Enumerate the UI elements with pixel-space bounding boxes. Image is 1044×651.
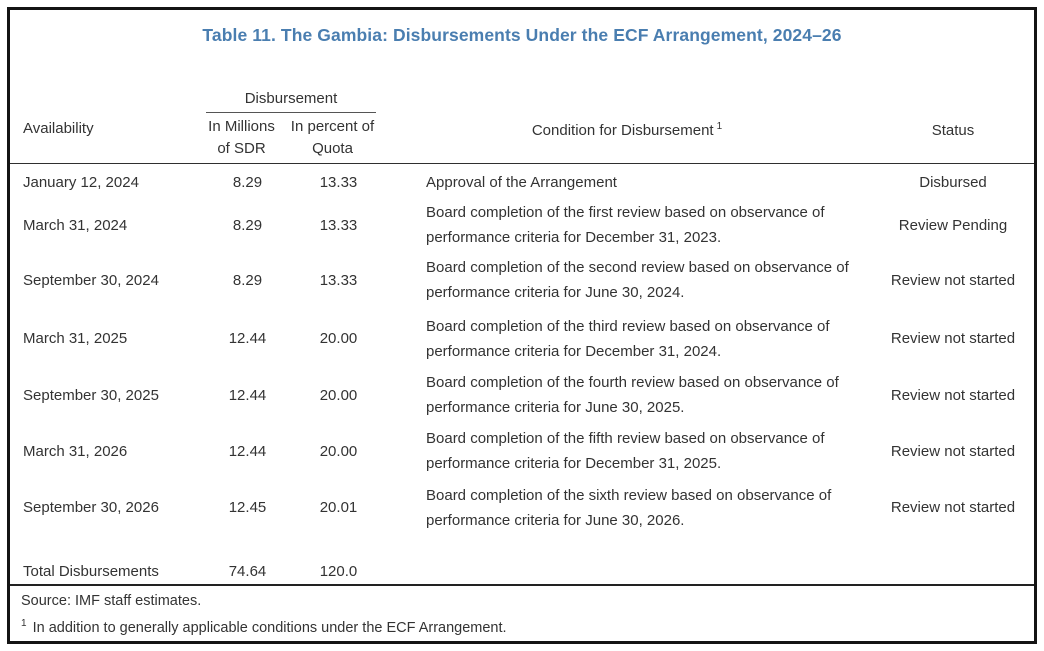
- total-quota: 120.0: [319, 562, 358, 580]
- status-cell: Review not started: [890, 386, 1016, 404]
- table-row: January 12, 2024 8.29 13.33 Approval of …: [10, 164, 1034, 200]
- footnote-text: In addition to generally applicable cond…: [32, 619, 507, 636]
- condition-text: Board completion of the fourth review ba…: [426, 374, 839, 416]
- table-footer: Source: IMF staff estimates. 1 In additi…: [10, 584, 1034, 640]
- sdr-cell: 12.44: [228, 386, 267, 404]
- header-condition: Condition for Disbursement 1: [382, 116, 872, 142]
- condition-text: Board completion of the sixth review bas…: [426, 486, 832, 529]
- condition-footnote-mark: 1: [716, 121, 723, 132]
- header-disbursement-group: Disbursement In Millions of SDR In perce…: [200, 87, 382, 160]
- header-sdr: In Millions of SDR: [194, 116, 289, 160]
- sdr-cell: 8.29: [232, 173, 263, 191]
- sdr-cell: 12.44: [228, 330, 267, 347]
- table-row: September 30, 2026 12.45 20.01 Board com…: [10, 479, 1034, 536]
- footnote-mark: 1: [21, 618, 27, 629]
- header-quota-line1: In percent of: [290, 118, 375, 135]
- total-row: Total Disbursements 74.64 120.0: [10, 558, 1034, 584]
- availability-cell: March 31, 2024: [23, 216, 128, 234]
- condition-text: Board completion of the fifth review bas…: [426, 430, 825, 472]
- sdr-cell: 12.44: [228, 442, 267, 460]
- status-cell: Review not started: [890, 442, 1016, 460]
- quota-cell: 13.33: [319, 216, 358, 234]
- availability-cell: March 31, 2025: [23, 330, 128, 347]
- disbursements-table: Availability Disbursement In Millions of…: [10, 87, 1034, 640]
- condition-text: Board completion of the second review ba…: [426, 259, 849, 301]
- condition-text: Approval of the Arrangement: [426, 173, 617, 191]
- quota-cell: 13.33: [319, 173, 358, 191]
- status-cell: Review not started: [890, 499, 1016, 516]
- header-sdr-line1: In Millions: [208, 118, 275, 135]
- table-row: March 31, 2026 12.44 20.00 Board complet…: [10, 423, 1034, 479]
- table-header-row: Availability Disbursement In Millions of…: [10, 87, 1034, 164]
- status-cell: Disbursed: [919, 173, 987, 191]
- table-outer-frame: Table 11. The Gambia: Disbursements Unde…: [7, 7, 1037, 644]
- quota-cell: 13.33: [319, 271, 358, 289]
- table-row: March 31, 2025 12.44 20.00 Board complet…: [10, 310, 1034, 367]
- availability-cell: March 31, 2026: [23, 442, 128, 460]
- availability-cell: September 30, 2026: [23, 499, 159, 516]
- status-cell: Review not started: [890, 330, 1016, 347]
- table-row: September 30, 2024 8.29 13.33 Board comp…: [10, 250, 1034, 310]
- condition-cell: Board completion of the fifth review bas…: [382, 426, 872, 476]
- condition-text: Board completion of the third review bas…: [426, 317, 830, 360]
- availability-cell: January 12, 2024: [23, 173, 139, 191]
- header-status: Status: [931, 122, 975, 139]
- header-disbursement-label: Disbursement: [206, 87, 376, 113]
- sdr-cell: 8.29: [232, 216, 263, 234]
- sdr-cell: 12.45: [228, 499, 267, 516]
- sdr-cell: 8.29: [232, 271, 263, 289]
- total-sdr: 74.64: [228, 562, 267, 580]
- header-condition-label: Condition for Disbursement: [531, 122, 714, 139]
- condition-cell: Board completion of the third review bas…: [382, 314, 872, 364]
- header-subcolumns: In Millions of SDR In percent of Quota: [194, 116, 388, 160]
- header-quota-line2: Quota: [312, 140, 353, 157]
- header-sdr-line2: of SDR: [217, 140, 266, 157]
- status-cell: Review not started: [890, 271, 1016, 289]
- status-cell: Review Pending: [898, 216, 1008, 234]
- condition-cell: Board completion of the sixth review bas…: [382, 483, 872, 533]
- source-note: Source: IMF staff estimates.: [21, 593, 202, 609]
- condition-cell: Board completion of the first review bas…: [382, 200, 872, 250]
- table-row: September 30, 2025 12.44 20.00 Board com…: [10, 367, 1034, 423]
- total-label: Total Disbursements: [23, 562, 159, 580]
- table-row: March 31, 2024 8.29 13.33 Board completi…: [10, 200, 1034, 250]
- quota-cell: 20.01: [319, 499, 358, 516]
- availability-cell: September 30, 2024: [23, 271, 159, 289]
- quota-cell: 20.00: [319, 386, 358, 404]
- header-quota: In percent of Quota: [289, 116, 376, 160]
- condition-cell: Board completion of the fourth review ba…: [382, 370, 872, 420]
- condition-text: Board completion of the first review bas…: [426, 204, 825, 246]
- condition-cell: Approval of the Arrangement: [382, 170, 872, 195]
- table-title: Table 11. The Gambia: Disbursements Unde…: [202, 25, 842, 45]
- condition-cell: Board completion of the second review ba…: [382, 255, 872, 305]
- header-availability: Availability: [23, 120, 94, 137]
- availability-cell: September 30, 2025: [23, 386, 159, 404]
- footnote: 1 In addition to generally applicable co…: [21, 612, 1020, 640]
- quota-cell: 20.00: [319, 330, 358, 347]
- quota-cell: 20.00: [319, 442, 358, 460]
